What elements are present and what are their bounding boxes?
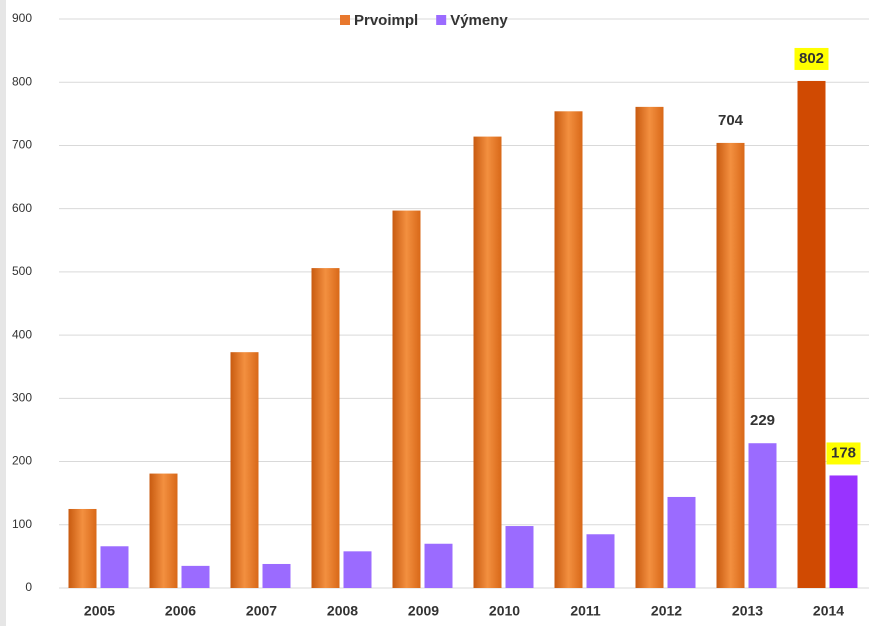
bar (716, 142, 745, 588)
bar (748, 443, 777, 588)
bar (635, 106, 664, 588)
y-tick-label: 100 (12, 517, 32, 531)
bar (424, 543, 453, 588)
x-tick-label: 2012 (651, 603, 682, 619)
bar (262, 563, 291, 588)
x-tick-label: 2014 (813, 603, 844, 619)
bar (473, 136, 502, 589)
y-tick-label: 0 (25, 580, 32, 594)
x-tick-label: 2011 (570, 603, 601, 619)
label-highlight (794, 47, 829, 70)
y-tick-label: 400 (12, 327, 32, 341)
data-label: 802 (799, 50, 824, 67)
bar (667, 496, 696, 588)
data-label: 178 (831, 444, 856, 461)
x-tick-label: 2009 (408, 603, 439, 619)
bar (505, 526, 534, 588)
y-tick-label: 200 (12, 454, 32, 468)
bar (149, 473, 178, 588)
y-tick-label: 300 (12, 391, 32, 405)
legend-swatch (436, 15, 447, 25)
bar (586, 534, 615, 588)
bar (554, 111, 583, 588)
legend-swatch (340, 15, 350, 25)
data-label: 704 (718, 112, 744, 129)
bar (100, 546, 129, 588)
label-highlight (826, 442, 861, 465)
x-tick-label: 2005 (84, 603, 115, 619)
bar (311, 268, 340, 588)
bar (343, 551, 372, 588)
y-tick-label: 700 (12, 138, 32, 152)
bar (797, 80, 826, 589)
x-tick-label: 2008 (327, 603, 358, 619)
bar (392, 210, 421, 588)
x-tick-label: 2010 (489, 603, 520, 619)
legend-label: Prvoimpl (354, 12, 418, 29)
x-tick-label: 2007 (246, 603, 277, 619)
y-tick-label: 900 (12, 11, 32, 25)
y-tick-label: 600 (12, 201, 32, 215)
bar (829, 475, 858, 588)
bar (230, 352, 259, 588)
x-tick-label: 2006 (165, 603, 196, 619)
edge (0, 0, 6, 626)
y-tick-label: 800 (12, 74, 32, 88)
bar (181, 565, 210, 588)
y-tick-label: 500 (12, 264, 32, 278)
x-tick-label: 2013 (732, 603, 763, 619)
bar (68, 508, 97, 588)
legend-label: Výmeny (450, 12, 508, 29)
data-label: 229 (750, 412, 775, 429)
